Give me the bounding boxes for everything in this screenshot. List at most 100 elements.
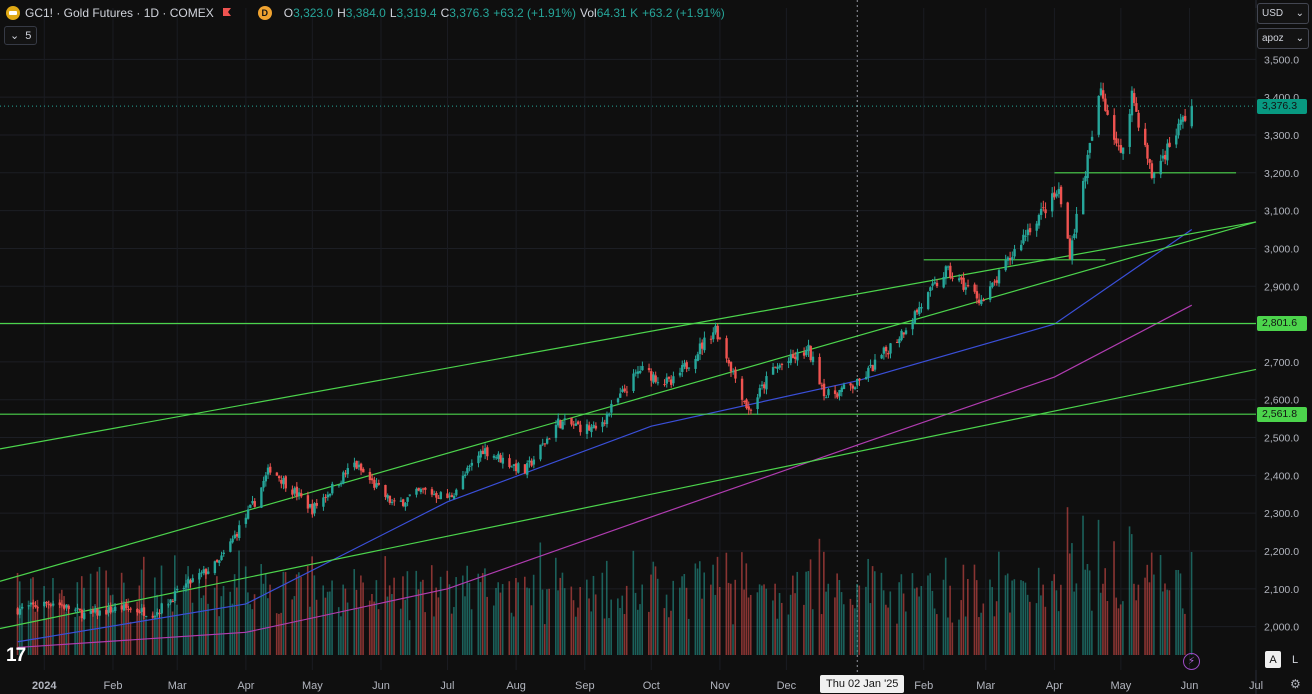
- candle-body: [16, 608, 19, 615]
- symbol-title[interactable]: GC1! · Gold Futures · 1D · COMEX: [25, 6, 214, 20]
- candle-body: [107, 607, 110, 613]
- candle-body: [477, 455, 480, 464]
- candle-body: [67, 605, 70, 610]
- volume-bar: [1161, 591, 1164, 655]
- volume-bar: [873, 571, 876, 655]
- candle-body: [1150, 163, 1154, 179]
- candle-body: [687, 367, 691, 369]
- candle-body: [200, 572, 203, 574]
- candle-body: [277, 476, 281, 479]
- auto-scale-button[interactable]: A: [1265, 651, 1281, 668]
- volume-bar: [1106, 601, 1109, 655]
- ohlc-key: Vol: [580, 6, 597, 20]
- unit-select[interactable]: apoz ⌄: [1257, 28, 1309, 49]
- volume-bar: [856, 583, 858, 655]
- volume-bar: [913, 588, 916, 655]
- candle-body: [765, 376, 768, 390]
- volume-bar: [1115, 597, 1118, 655]
- candle-body: [1037, 215, 1041, 226]
- candle-body: [747, 406, 750, 410]
- volume-bar: [758, 584, 761, 655]
- log-scale-button[interactable]: L: [1291, 653, 1299, 666]
- ma-line-purple: [17, 304, 1193, 649]
- candle-body: [1115, 138, 1118, 144]
- flag-icon[interactable]: [222, 7, 232, 19]
- volume-bar: [1164, 583, 1166, 655]
- price-tick: 2,400.0: [1264, 470, 1299, 482]
- candle-body: [508, 458, 511, 467]
- volume-bar: [1071, 543, 1073, 655]
- candle-body: [207, 571, 210, 574]
- volume-bar: [326, 591, 329, 655]
- candle-body: [182, 587, 186, 589]
- price-tick: 2,500.0: [1264, 433, 1299, 445]
- volume-bar: [743, 589, 745, 655]
- candle-body: [1028, 228, 1032, 233]
- candle-body: [430, 489, 434, 495]
- volume-bar: [298, 572, 300, 655]
- volume-bar: [1144, 577, 1146, 655]
- indicators-toggle-button[interactable]: ⌄ 5: [4, 26, 38, 45]
- candle-body: [275, 472, 279, 476]
- volume-bar: [404, 599, 406, 655]
- volume-bar: [486, 596, 488, 655]
- volume-bar: [880, 572, 883, 655]
- volume-bar: [570, 586, 573, 655]
- volume-bar: [202, 595, 205, 655]
- candle-body: [716, 325, 719, 340]
- currency-select[interactable]: USD ⌄: [1257, 3, 1309, 24]
- volume-bar: [52, 578, 54, 655]
- candle-body: [439, 492, 443, 500]
- candle-body: [45, 602, 48, 604]
- volume-bar: [962, 564, 965, 655]
- candle-body: [169, 599, 172, 603]
- candle-body: [641, 366, 644, 371]
- candle-body: [229, 541, 232, 552]
- candle-body: [632, 373, 635, 392]
- volume-bar: [517, 582, 519, 655]
- candle-body: [497, 453, 500, 459]
- candle-body: [650, 371, 653, 381]
- candle-body: [145, 616, 148, 618]
- volume-bar: [61, 589, 63, 655]
- volume-bar: [559, 577, 562, 655]
- candle-body: [96, 608, 99, 616]
- price-tick: 2,300.0: [1264, 508, 1299, 520]
- volume-bar: [982, 603, 985, 655]
- tradingview-logo[interactable]: 17: [6, 645, 26, 666]
- candle-body: [714, 325, 717, 333]
- candle-body: [825, 397, 828, 399]
- volume-bar: [207, 603, 209, 655]
- candle-body: [977, 299, 981, 304]
- candle-body: [388, 495, 392, 503]
- volume-bar: [171, 611, 174, 655]
- bolt-icon[interactable]: ⚡: [1183, 653, 1200, 670]
- volume-bar: [74, 617, 76, 655]
- volume-bar: [89, 573, 92, 655]
- price-tick: 3,100.0: [1264, 206, 1299, 218]
- volume-bar: [249, 604, 251, 655]
- volume-bar: [1066, 507, 1069, 655]
- candle-body: [701, 342, 704, 349]
- candle-body: [1106, 110, 1109, 115]
- volume-bar: [687, 618, 690, 655]
- volume-bar: [1150, 552, 1153, 655]
- volume-bar: [1181, 608, 1184, 655]
- volume-bar: [495, 587, 497, 655]
- candle-body: [249, 504, 252, 508]
- volume-bar: [712, 564, 714, 655]
- candle-body: [342, 472, 345, 484]
- candle-body: [988, 286, 992, 300]
- candle-body: [386, 495, 389, 499]
- candle-body: [373, 479, 376, 488]
- volume-bar: [315, 599, 318, 655]
- volume-bar: [807, 571, 810, 655]
- candle-body: [129, 608, 132, 610]
- volume-bar: [497, 582, 500, 655]
- gear-icon[interactable]: ⚙: [1290, 677, 1301, 691]
- volume-bar: [484, 568, 486, 655]
- data-status-badge[interactable]: D: [257, 6, 272, 20]
- volume-bar: [1175, 569, 1177, 655]
- candle-body: [1057, 188, 1061, 195]
